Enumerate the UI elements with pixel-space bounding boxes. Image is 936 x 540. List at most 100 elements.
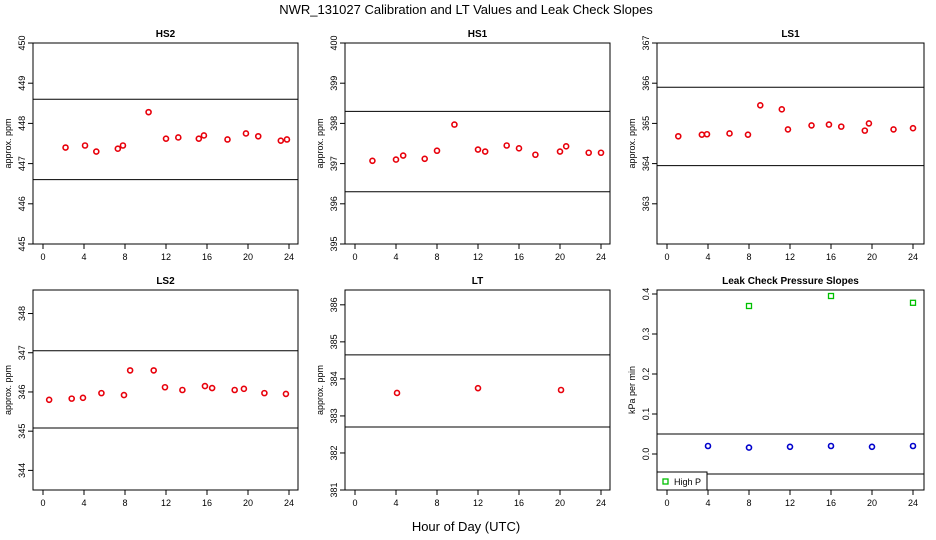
panel-1: HS2 approx. ppm 0 4 8 12 16 20 24 445 446 447 448 449… xyxy=(3,29,299,262)
data-point xyxy=(195,135,203,142)
data-point xyxy=(161,383,169,391)
data-point xyxy=(277,137,285,144)
y-tick-label: 366 xyxy=(641,76,651,91)
data-point xyxy=(120,391,128,399)
data-point xyxy=(825,121,833,128)
data-point xyxy=(126,367,134,374)
data-point xyxy=(224,136,231,143)
data-point xyxy=(254,132,262,140)
plot-frame xyxy=(656,289,925,491)
data-point xyxy=(778,106,786,113)
data-point xyxy=(201,382,209,390)
data-point xyxy=(421,155,429,163)
panel-4: LS2 approx. ppm 0 4 8 12 16 20 24 344 345 346 347 348 xyxy=(3,276,299,508)
data-point xyxy=(283,136,291,143)
x-tick-label: 8 xyxy=(746,252,751,262)
legend-marker xyxy=(662,478,669,485)
x-tick-label: 16 xyxy=(826,498,836,508)
data-point xyxy=(786,443,794,451)
legend-box xyxy=(656,471,708,491)
y-tick-label: 396 xyxy=(329,196,339,211)
panel-2: HS1 approx. ppm 0 4 8 12 16 20 24 395 396 397 398 399… xyxy=(315,29,611,262)
data-point xyxy=(62,144,69,151)
x-tick-label: 12 xyxy=(473,498,483,508)
data-point xyxy=(175,134,182,141)
data-point xyxy=(532,151,539,159)
data-point xyxy=(393,389,401,397)
data-point xyxy=(240,385,248,393)
plot-frame xyxy=(344,42,611,245)
y-tick-label: 0.0 xyxy=(641,448,651,461)
data-point xyxy=(162,135,170,142)
data-point xyxy=(909,124,917,132)
data-point xyxy=(93,148,100,155)
x-tick-label: 12 xyxy=(161,498,171,508)
data-point xyxy=(145,108,152,116)
data-point xyxy=(726,130,733,137)
y-axis-label: approx. ppm xyxy=(3,365,13,415)
y-tick-label: 383 xyxy=(329,408,339,423)
data-point xyxy=(868,443,876,451)
x-tick-label: 24 xyxy=(908,498,918,508)
data-point xyxy=(208,384,216,392)
y-axis-label: approx. ppm xyxy=(315,365,325,415)
x-tick-label: 20 xyxy=(867,498,877,508)
x-tick-label: 8 xyxy=(746,498,751,508)
x-tick-label: 20 xyxy=(243,252,253,262)
y-tick-label: 447 xyxy=(17,156,27,171)
data-point xyxy=(556,148,564,155)
x-tick-label: 12 xyxy=(785,498,795,508)
data-point xyxy=(585,149,593,157)
data-point xyxy=(597,149,605,157)
data-point xyxy=(451,121,458,128)
data-point xyxy=(474,384,482,392)
y-tick-label: 446 xyxy=(17,196,27,211)
y-tick-label: 398 xyxy=(329,116,339,131)
legend-label: High P xyxy=(674,477,701,487)
x-tick-label: 0 xyxy=(352,498,357,508)
data-point xyxy=(674,132,682,140)
y-tick-label: 0.4 xyxy=(641,288,651,301)
panel-5: LT approx. ppm 0 4 8 12 16 20 24 381 382 383 384 385 3… xyxy=(315,276,611,508)
y-tick-label: 0.1 xyxy=(641,408,651,421)
y-tick-label: 344 xyxy=(17,463,27,478)
y-tick-label: 363 xyxy=(641,196,651,211)
x-tick-label: 4 xyxy=(393,498,398,508)
y-tick-label: 382 xyxy=(329,445,339,460)
x-tick-label: 4 xyxy=(705,252,710,262)
y-tick-label: 449 xyxy=(17,76,27,91)
y-tick-label: 384 xyxy=(329,371,339,386)
y-tick-label: 347 xyxy=(17,345,27,360)
y-axis-label: approx. ppm xyxy=(315,118,325,168)
data-point xyxy=(837,123,845,130)
y-tick-label: 348 xyxy=(17,306,27,321)
data-point xyxy=(827,442,835,450)
x-tick-label: 12 xyxy=(785,252,795,262)
y-tick-label: 345 xyxy=(17,424,27,439)
data-point xyxy=(703,130,711,138)
data-point xyxy=(474,146,482,153)
data-point xyxy=(562,143,570,150)
data-point xyxy=(114,145,122,153)
y-tick-label: 385 xyxy=(329,334,339,349)
x-tick-label: 16 xyxy=(202,252,212,262)
main-title: NWR_131027 Calibration and LT Values and… xyxy=(279,2,653,17)
y-tick-label: 450 xyxy=(17,35,27,50)
data-point xyxy=(744,131,752,138)
data-point xyxy=(282,390,290,398)
x-tick-label: 16 xyxy=(826,252,836,262)
data-point xyxy=(231,386,238,394)
data-point xyxy=(503,142,511,149)
data-point xyxy=(784,126,792,133)
x-tick-label: 4 xyxy=(705,498,710,508)
x-tick-label: 0 xyxy=(40,498,45,508)
data-point xyxy=(200,132,208,139)
data-point xyxy=(909,299,917,306)
x-tick-label: 8 xyxy=(122,252,127,262)
data-point xyxy=(399,152,407,159)
data-point xyxy=(98,389,105,397)
data-point xyxy=(890,126,897,133)
data-point xyxy=(261,389,268,397)
y-tick-label: 386 xyxy=(329,297,339,312)
